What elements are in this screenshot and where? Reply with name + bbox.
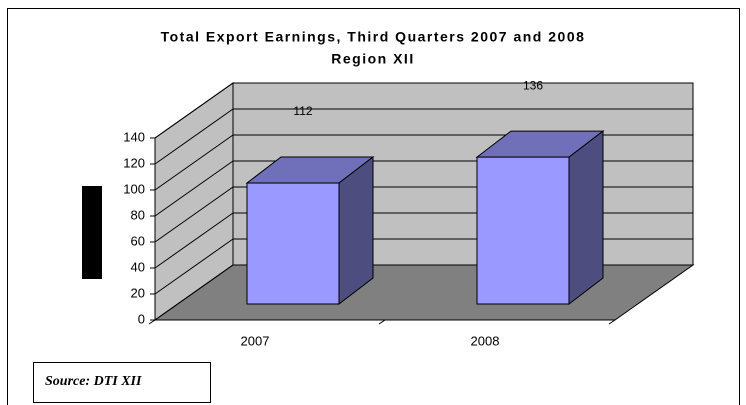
y-tick-label: 40	[131, 259, 145, 274]
chart-title: Total Export Earnings, Third Quarters 20…	[161, 29, 586, 45]
y-tick-label: 80	[131, 207, 145, 222]
source-box	[33, 362, 211, 403]
x-tick-label: 2008	[471, 333, 500, 348]
grid-line	[154, 264, 234, 321]
grid-line	[154, 186, 234, 243]
x-tick	[148, 319, 156, 325]
y-tick-label: 140	[123, 129, 145, 144]
y-tick-label: 20	[131, 285, 145, 300]
x-tick	[608, 319, 616, 325]
chart-subtitle: Region XII	[331, 51, 414, 67]
grid-line	[154, 212, 234, 269]
grid-line	[154, 108, 234, 165]
axis-title-redacted	[82, 186, 102, 279]
data-label: 136	[523, 78, 543, 92]
y-tick-label: 120	[123, 155, 145, 170]
y-tick-label: 0	[138, 311, 145, 326]
floor	[153, 264, 695, 321]
data-label: 112	[293, 104, 312, 118]
x-tick	[378, 319, 386, 325]
grid-line	[154, 134, 234, 191]
bar	[246, 182, 340, 305]
x-tick-label: 2007	[241, 333, 270, 348]
bar	[476, 156, 570, 305]
y-tick-label: 100	[123, 181, 145, 196]
grid-line	[154, 160, 234, 217]
bar-side	[338, 156, 374, 306]
grid-line	[154, 238, 234, 295]
bar-side	[568, 130, 604, 306]
grid-line	[154, 82, 234, 139]
source-note: Source: DTI XII	[45, 374, 142, 389]
y-tick-label: 60	[131, 233, 145, 248]
